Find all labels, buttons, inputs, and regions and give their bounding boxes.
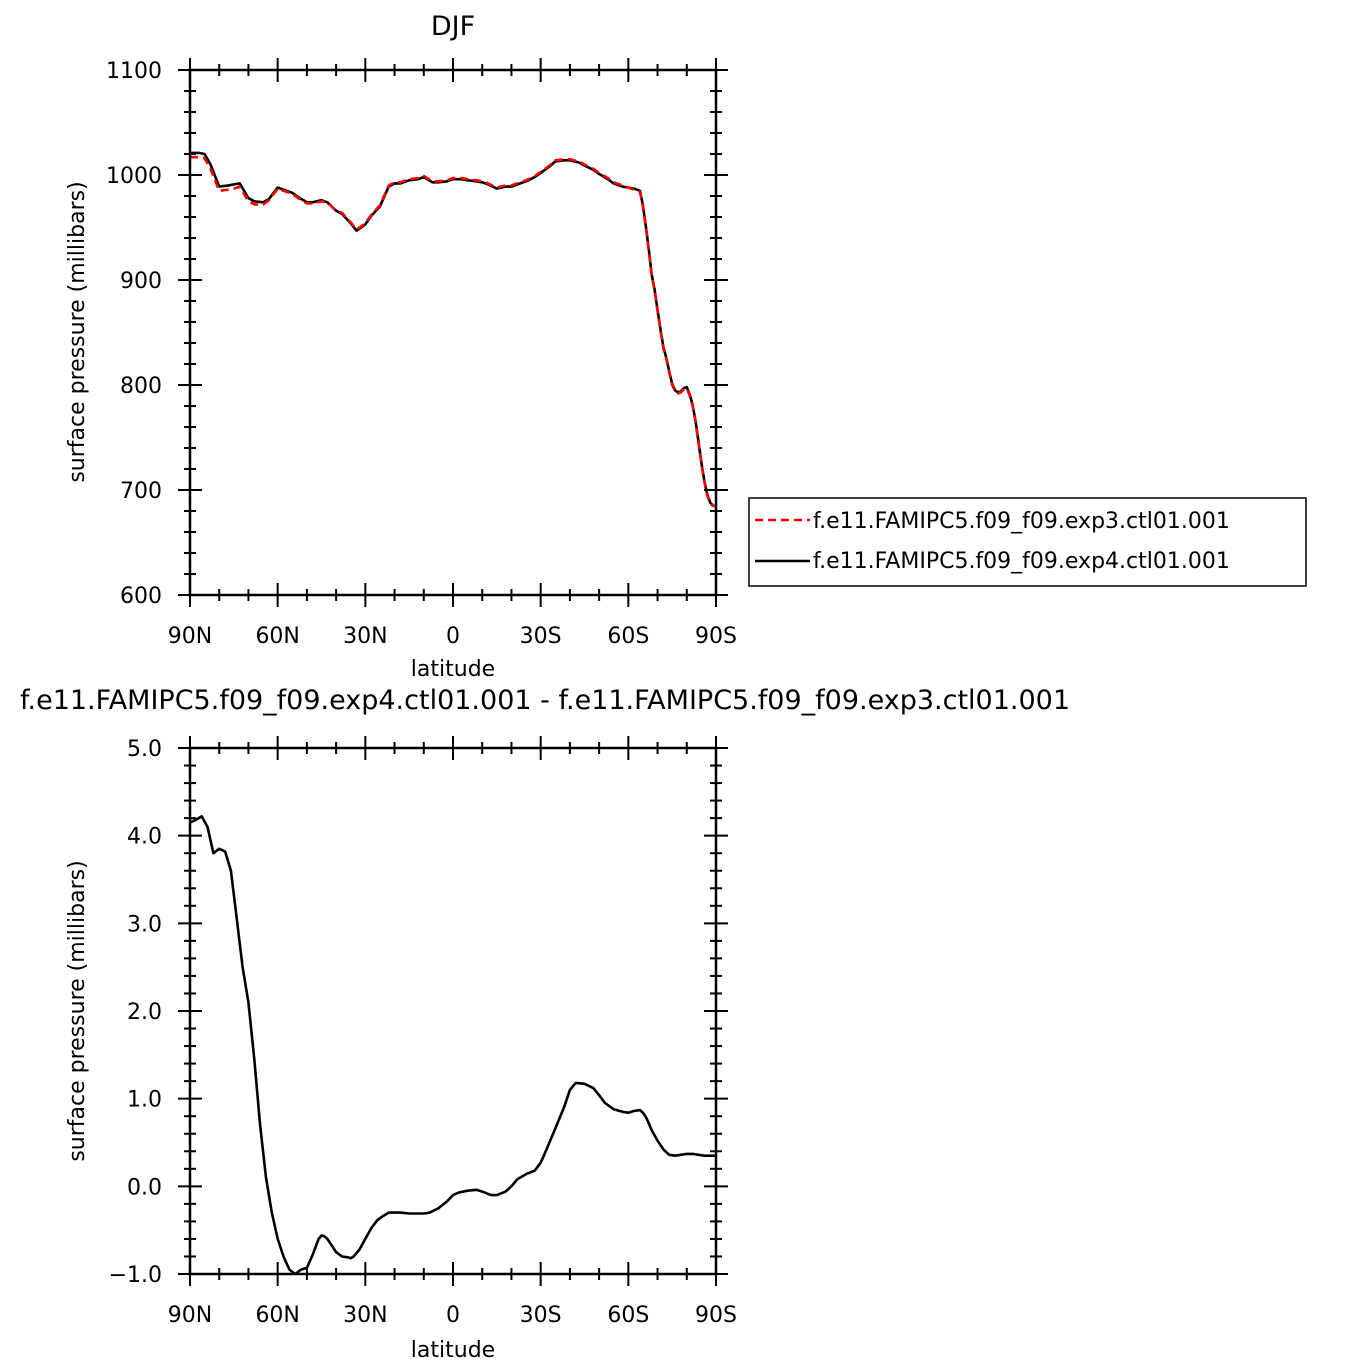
series-line-exp4	[190, 151, 716, 508]
bottom-title: f.e11.FAMIPC5.f09_f09.exp4.ctl01.001 - f…	[20, 685, 1070, 716]
x-tick-label: 90N	[168, 1303, 212, 1328]
legend-label-exp4: f.e11.FAMIPC5.f09_f09.exp4.ctl01.001	[813, 549, 1230, 574]
bottom-plot-frame	[188, 746, 718, 1276]
y-tick-label: 700	[120, 479, 162, 504]
y-tick-label: 1100	[106, 59, 162, 84]
x-tick-label: 30S	[520, 624, 562, 649]
bottom-panel: f.e11.FAMIPC5.f09_f09.exp4.ctl01.001 - f…	[20, 685, 1070, 1363]
top-x-tick-labels: 90N 60N 30N 0 30S 60S 90S	[168, 624, 737, 649]
legend-box	[748, 497, 1307, 587]
x-tick-label: 60N	[255, 1303, 299, 1328]
x-tick-label: 90N	[168, 624, 212, 649]
y-tick-label: 800	[120, 374, 162, 399]
x-tick-label: 60S	[607, 1303, 649, 1328]
bottom-x-tick-labels: 90N 60N 30N 0 30S 60S 90S	[168, 1303, 737, 1328]
top-panel: DJF 600 700 800 900 1000 1100 90N 60N 30N 0 30S 60…	[65, 11, 1307, 682]
y-tick-label: 4.0	[127, 825, 162, 850]
x-tick-label: 30N	[343, 624, 387, 649]
y-tick-label: −1.0	[109, 1263, 162, 1288]
series-line-exp3	[190, 155, 716, 508]
y-tick-label: 1000	[106, 164, 162, 189]
top-y-tick-labels: 600 700 800 900 1000 1100	[106, 59, 162, 609]
top-ticks	[178, 58, 728, 607]
top-y-axis-label: surface pressure (millibars)	[65, 181, 90, 482]
y-tick-label: 2.0	[127, 1000, 162, 1025]
bottom-x-axis-label: latitude	[411, 1338, 495, 1363]
x-tick-label: 30S	[520, 1303, 562, 1328]
y-tick-label: 900	[120, 269, 162, 294]
y-tick-label: 3.0	[127, 912, 162, 937]
difference-line	[190, 815, 716, 1274]
y-tick-label: 5.0	[127, 737, 162, 762]
x-tick-label: 60S	[607, 624, 649, 649]
y-tick-label: 0.0	[127, 1175, 162, 1200]
x-tick-label: 90S	[695, 624, 737, 649]
x-tick-label: 90S	[695, 1303, 737, 1328]
bottom-y-tick-labels: −1.0 0.0 1.0 2.0 3.0 4.0 5.0	[109, 737, 162, 1288]
x-tick-label: 60N	[255, 624, 299, 649]
top-title: DJF	[431, 11, 475, 42]
bottom-ticks	[178, 736, 728, 1286]
top-plot-frame	[188, 68, 718, 597]
bottom-y-axis-label: surface pressure (millibars)	[65, 860, 90, 1161]
x-tick-label: 0	[446, 624, 460, 649]
x-tick-label: 0	[446, 1303, 460, 1328]
top-x-axis-label: latitude	[411, 657, 495, 682]
legend-label-exp3: f.e11.FAMIPC5.f09_f09.exp3.ctl01.001	[813, 509, 1230, 534]
x-tick-label: 30N	[343, 1303, 387, 1328]
y-tick-label: 600	[120, 584, 162, 609]
y-tick-label: 1.0	[127, 1088, 162, 1113]
legend: f.e11.FAMIPC5.f09_f09.exp3.ctl01.001 f.e…	[748, 497, 1307, 587]
